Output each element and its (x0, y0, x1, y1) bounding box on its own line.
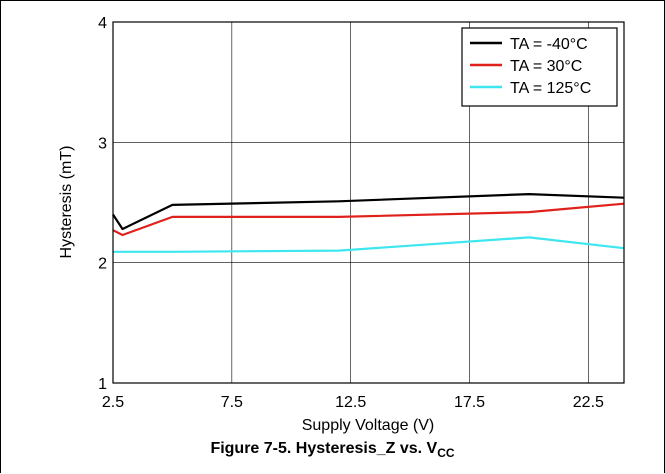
legend-label: TA = -40°C (510, 36, 588, 53)
y-tick-label: 3 (98, 135, 107, 152)
y-tick-labels: 1 2 3 4 (98, 15, 107, 393)
x-tick-label: 2.5 (102, 394, 124, 411)
series-lines (112, 193, 625, 253)
plot-border (112, 21, 625, 384)
figure-caption: Figure 7-5. Hysteresis_Z vs. VCC (0, 440, 665, 460)
x-tick-label: 22.5 (573, 394, 604, 411)
x-tick-label: 7.5 (221, 394, 243, 411)
series-line-2 (112, 202, 625, 237)
legend-label: TA = 125°C (510, 80, 591, 97)
y-tick-label: 2 (98, 256, 107, 273)
y-tick-label: 4 (98, 15, 107, 32)
x-tick-label: 17.5 (454, 394, 485, 411)
x-tick-label: 12.5 (335, 394, 366, 411)
series-line-1 (112, 193, 625, 231)
y-tick-label: 1 (98, 376, 107, 393)
y-axis-label: Hysteresis (mT) (58, 146, 75, 259)
legend-label: TA = 30°C (510, 58, 582, 75)
hysteresis-chart: 1 2 3 4 2.5 7.5 12.5 17.5 22.5 Supply Voltage (… (58, 15, 625, 434)
series-line-3 (113, 236, 625, 253)
legend-box (461, 27, 618, 107)
caption-subscript: CC (437, 446, 455, 460)
x-axis-label: Supply Voltage (V) (302, 417, 435, 434)
x-tick-labels: 2.5 7.5 12.5 17.5 22.5 (102, 394, 604, 411)
legend: TA = -40°C TA = 30°C TA = 125°C (461, 27, 618, 107)
caption-text: Figure 7-5. Hysteresis_Z vs. V (210, 440, 438, 457)
